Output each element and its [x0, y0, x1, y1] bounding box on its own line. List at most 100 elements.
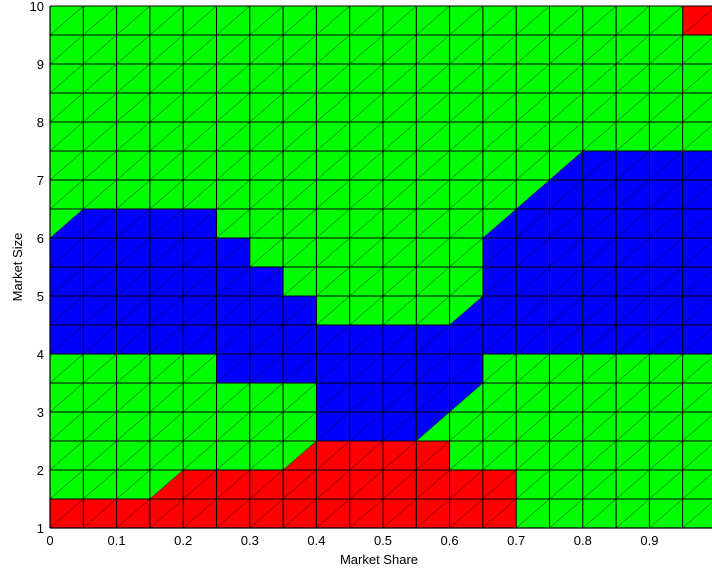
cell-diagonal: [49, 382, 84, 413]
cell-diagonal: [316, 469, 350, 500]
region-blue-0: [50, 151, 712, 441]
cell-diagonal: [83, 440, 117, 471]
cell-diagonal: [649, 34, 683, 65]
cell-diagonal: [116, 469, 151, 500]
cell-diagonal: [449, 353, 484, 384]
cell-diagonal: [416, 440, 450, 471]
cell-diagonal: [83, 179, 117, 210]
cell-diagonal: [116, 440, 151, 471]
cell-diagonal: [549, 92, 583, 123]
y-tick-label: 8: [37, 115, 44, 130]
cell-diagonal: [416, 469, 450, 500]
cell-diagonal: [382, 208, 417, 239]
cell-diagonal: [516, 34, 550, 65]
cell-diagonal: [116, 498, 151, 529]
cell-diagonal: [549, 295, 583, 326]
cell-diagonal: [183, 237, 217, 268]
y-tick-label: 6: [37, 231, 44, 246]
x-tick-label: 0.7: [507, 533, 525, 548]
cell-diagonal: [649, 150, 683, 181]
cell-diagonal: [449, 382, 484, 413]
cell-diagonal: [615, 353, 650, 384]
cell-diagonal: [149, 324, 184, 355]
cell-diagonal: [249, 382, 284, 413]
cell-diagonal: [516, 266, 550, 297]
cell-diagonal: [216, 237, 250, 268]
cell-diagonal: [482, 295, 517, 326]
cell-diagonal: [582, 179, 617, 210]
cell-diagonal: [316, 208, 350, 239]
cell-diagonal: [149, 5, 184, 36]
y-tick-label: 3: [37, 405, 44, 420]
cell-diagonal: [83, 92, 117, 123]
cell-diagonal: [582, 150, 617, 181]
cell-diagonal: [349, 5, 384, 36]
cell-diagonal: [116, 179, 151, 210]
cell-diagonal: [83, 237, 117, 268]
cell-diagonal: [282, 324, 317, 355]
cell-diagonal: [216, 498, 250, 529]
x-tick-label: 0.1: [108, 533, 126, 548]
cell-diagonal: [216, 121, 250, 152]
cell-diagonal: [349, 208, 384, 239]
cell-diagonal: [449, 121, 484, 152]
cell-diagonal: [116, 5, 151, 36]
cell-diagonal: [482, 498, 517, 529]
cell-diagonal: [316, 382, 350, 413]
cell-diagonal: [116, 237, 151, 268]
cell-diagonal: [549, 266, 583, 297]
cell-diagonal: [149, 411, 184, 442]
cell-diagonal: [649, 63, 683, 94]
cell-diagonal: [649, 237, 683, 268]
cell-diagonal: [83, 266, 117, 297]
cell-diagonal: [582, 411, 617, 442]
y-axis-label: Market Size: [10, 233, 25, 302]
cell-diagonal: [615, 179, 650, 210]
y-tick-label: 4: [37, 347, 44, 362]
cell-diagonal: [83, 295, 117, 326]
cell-diagonal: [382, 150, 417, 181]
cell-diagonal: [615, 150, 650, 181]
cell-diagonal: [582, 92, 617, 123]
x-tick-label: 0: [46, 533, 53, 548]
cell-diagonal: [349, 237, 384, 268]
cell-diagonal: [682, 96, 712, 123]
cell-diagonal: [249, 5, 284, 36]
cell-diagonal: [382, 5, 417, 36]
cell-diagonal: [449, 5, 484, 36]
cell-diagonal: [216, 353, 250, 384]
cell-diagonal: [416, 498, 450, 529]
cell-diagonal: [183, 353, 217, 384]
cell-diagonal: [149, 63, 184, 94]
cell-diagonal: [183, 411, 217, 442]
cell-diagonal: [382, 92, 417, 123]
cell-diagonal: [649, 498, 683, 529]
cell-diagonal: [282, 411, 317, 442]
x-tick-label: 0.5: [374, 533, 392, 548]
cell-diagonal: [582, 63, 617, 94]
cell-diagonal: [349, 63, 384, 94]
cell-diagonal: [49, 295, 84, 326]
cell-diagonal: [249, 34, 284, 65]
cell-diagonal: [516, 498, 550, 529]
cell-diagonal: [249, 237, 284, 268]
cell-diagonal: [149, 266, 184, 297]
cell-diagonal: [316, 498, 350, 529]
x-tick-label: 0.3: [241, 533, 259, 548]
cell-diagonal: [83, 498, 117, 529]
cell-diagonal: [349, 469, 384, 500]
cell-diagonal: [416, 237, 450, 268]
cell-diagonal: [249, 411, 284, 442]
x-tick-label: 0.2: [174, 533, 192, 548]
cell-diagonal: [416, 92, 450, 123]
cell-diagonal: [83, 411, 117, 442]
cell-diagonal: [49, 324, 84, 355]
plot-frame: [49, 6, 712, 529]
cell-diagonal: [649, 295, 683, 326]
cell-diagonal: [516, 353, 550, 384]
cell-diagonal: [249, 63, 284, 94]
cell-diagonal: [282, 63, 317, 94]
cell-diagonal: [649, 440, 683, 471]
cell-diagonal: [49, 179, 84, 210]
